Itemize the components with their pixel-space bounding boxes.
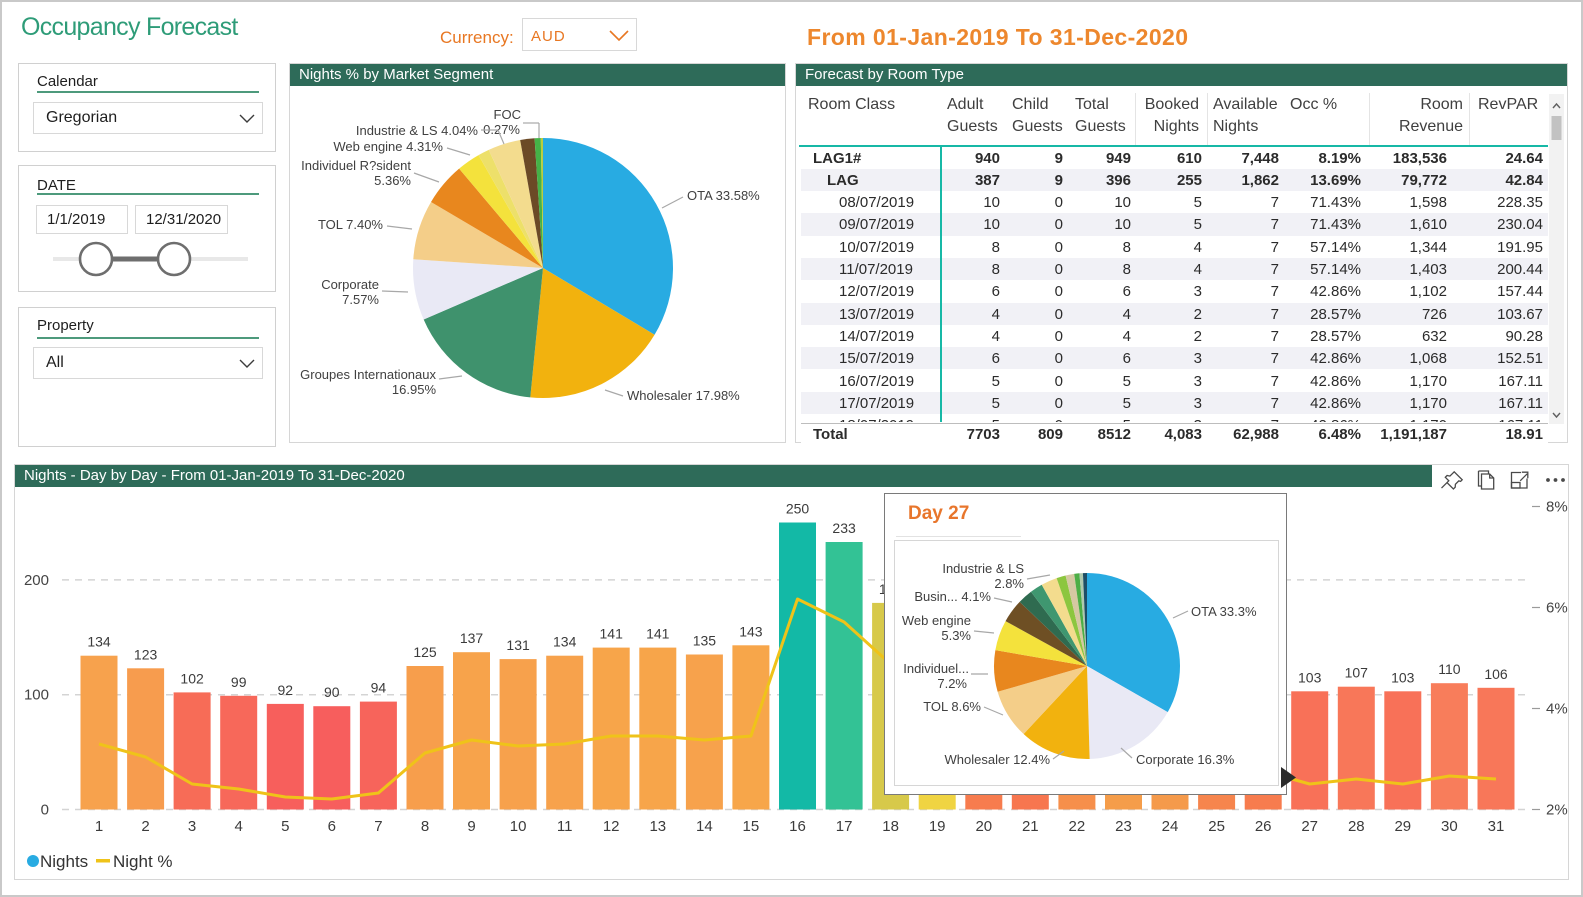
svg-text:5.3%: 5.3% xyxy=(941,628,971,643)
svg-text:20: 20 xyxy=(975,818,992,835)
svg-text:103: 103 xyxy=(1391,669,1415,685)
svg-text:Corporate: Corporate xyxy=(321,277,379,292)
svg-text:90: 90 xyxy=(324,684,340,700)
svg-text:125: 125 xyxy=(413,644,437,660)
svg-text:135: 135 xyxy=(693,633,717,649)
svg-text:24: 24 xyxy=(1162,818,1179,835)
svg-text:7.2%: 7.2% xyxy=(937,676,967,691)
svg-text:12: 12 xyxy=(603,818,620,835)
svg-text:TOL 7.40%: TOL 7.40% xyxy=(318,217,383,232)
svg-text:102: 102 xyxy=(180,670,204,686)
svg-text:14: 14 xyxy=(696,818,713,835)
svg-text:141: 141 xyxy=(646,626,670,642)
svg-text:94: 94 xyxy=(371,680,387,696)
svg-text:123: 123 xyxy=(134,646,158,662)
svg-text:23: 23 xyxy=(1115,818,1132,835)
svg-text:92: 92 xyxy=(278,682,294,698)
svg-text:29: 29 xyxy=(1394,818,1411,835)
svg-text:22: 22 xyxy=(1069,818,1086,835)
svg-text:8%: 8% xyxy=(1546,499,1568,516)
svg-text:0.27%: 0.27% xyxy=(483,122,520,137)
svg-text:3: 3 xyxy=(188,818,196,835)
svg-text:11: 11 xyxy=(557,818,573,835)
svg-text:2.8%: 2.8% xyxy=(994,576,1024,591)
svg-text:110: 110 xyxy=(1438,661,1461,677)
svg-text:Web engine 4.31%: Web engine 4.31% xyxy=(333,139,443,154)
svg-text:26: 26 xyxy=(1255,818,1272,835)
svg-text:6: 6 xyxy=(328,818,336,835)
svg-text:143: 143 xyxy=(739,623,763,639)
svg-text:30: 30 xyxy=(1441,818,1458,835)
svg-text:Industrie & LS 4.04%: Industrie & LS 4.04% xyxy=(356,123,479,138)
svg-text:18: 18 xyxy=(882,818,899,835)
svg-text:Industrie & LS: Industrie & LS xyxy=(942,561,1024,576)
svg-text:Nights: Nights xyxy=(40,852,88,871)
svg-text:103: 103 xyxy=(1298,669,1322,685)
svg-text:Busin... 4.1%: Busin... 4.1% xyxy=(914,589,991,604)
svg-text:5.36%: 5.36% xyxy=(374,173,411,188)
svg-text:4%: 4% xyxy=(1546,701,1568,718)
svg-text:5: 5 xyxy=(281,818,289,835)
svg-text:141: 141 xyxy=(600,626,624,642)
svg-text:200: 200 xyxy=(24,572,49,589)
svg-text:100: 100 xyxy=(24,687,49,704)
svg-text:134: 134 xyxy=(87,634,111,650)
svg-text:4: 4 xyxy=(235,818,243,835)
svg-text:Wholesaler 17.98%: Wholesaler 17.98% xyxy=(627,388,740,403)
svg-text:Corporate 16.3%: Corporate 16.3% xyxy=(1136,752,1235,767)
svg-text:Individuel R?sident: Individuel R?sident xyxy=(301,158,411,173)
svg-text:28: 28 xyxy=(1348,818,1365,835)
svg-text:250: 250 xyxy=(786,501,810,517)
svg-text:106: 106 xyxy=(1484,666,1508,682)
svg-text:Night %: Night % xyxy=(113,852,173,871)
svg-text:1: 1 xyxy=(95,818,103,835)
svg-text:7: 7 xyxy=(374,818,382,835)
svg-text:8: 8 xyxy=(421,818,429,835)
svg-text:2: 2 xyxy=(141,818,149,835)
svg-text:31: 31 xyxy=(1488,818,1505,835)
svg-text:17: 17 xyxy=(836,818,853,835)
svg-text:Wholesaler 12.4%: Wholesaler 12.4% xyxy=(945,752,1051,767)
svg-text:0: 0 xyxy=(41,802,49,819)
svg-text:25: 25 xyxy=(1208,818,1225,835)
svg-text:10: 10 xyxy=(510,818,527,835)
svg-text:16.95%: 16.95% xyxy=(392,382,437,397)
svg-text:16: 16 xyxy=(789,818,806,835)
svg-text:7.57%: 7.57% xyxy=(342,292,379,307)
svg-text:131: 131 xyxy=(506,637,530,653)
svg-text:15: 15 xyxy=(743,818,760,835)
svg-text:21: 21 xyxy=(1022,818,1039,835)
svg-text:233: 233 xyxy=(832,520,856,536)
svg-text:OTA 33.3%: OTA 33.3% xyxy=(1191,604,1257,619)
svg-text:Web engine: Web engine xyxy=(902,613,971,628)
svg-text:99: 99 xyxy=(231,674,247,690)
svg-text:Groupes Internationaux: Groupes Internationaux xyxy=(300,367,436,382)
svg-text:19: 19 xyxy=(929,818,946,835)
svg-text:2%: 2% xyxy=(1546,802,1568,819)
svg-text:137: 137 xyxy=(460,630,484,646)
svg-text:OTA 33.58%: OTA 33.58% xyxy=(687,188,760,203)
svg-text:Individuel...: Individuel... xyxy=(903,661,969,676)
svg-text:9: 9 xyxy=(467,818,475,835)
svg-text:6%: 6% xyxy=(1546,600,1568,617)
svg-text:107: 107 xyxy=(1345,665,1369,681)
svg-text:13: 13 xyxy=(649,818,666,835)
svg-text:TOL 8.6%: TOL 8.6% xyxy=(923,699,981,714)
svg-text:FOC: FOC xyxy=(494,107,521,122)
svg-text:134: 134 xyxy=(553,634,577,650)
svg-text:27: 27 xyxy=(1301,818,1318,835)
